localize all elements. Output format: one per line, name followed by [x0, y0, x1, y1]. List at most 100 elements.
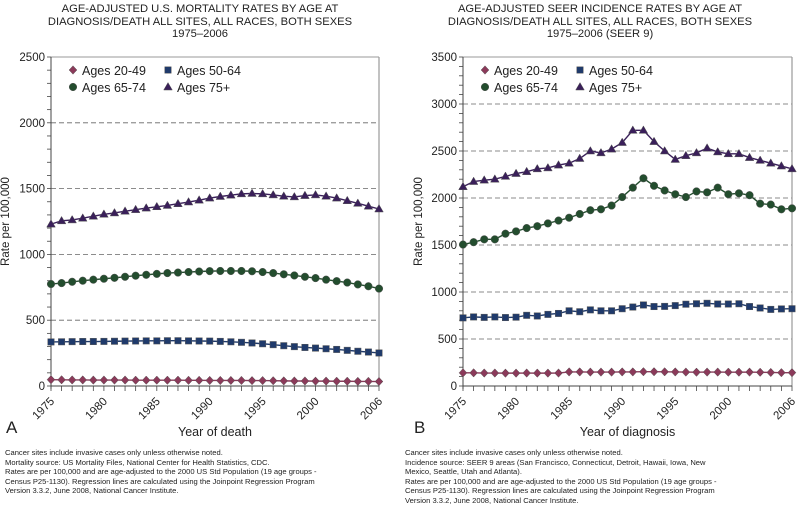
data-point: [490, 368, 500, 378]
y-tick-label: 500: [438, 334, 457, 346]
data-point: [596, 147, 606, 157]
x-tick-label: 1995: [655, 396, 682, 423]
data-point: [67, 215, 77, 224]
legend-marker: [480, 82, 490, 92]
data-point: [247, 376, 257, 386]
x-tick-label: 1975: [31, 396, 58, 423]
data-point: [300, 272, 309, 281]
data-point: [755, 155, 765, 164]
data-point: [152, 269, 161, 278]
data-point: [681, 150, 691, 159]
series-line: [462, 302, 793, 319]
data-point: [713, 183, 722, 192]
legend-label: Ages 50-64: [177, 64, 241, 78]
data-point: [723, 148, 734, 158]
data-point: [342, 195, 352, 204]
chart-title: AGE-ADJUSTED SEER INCIDENCE RATES BY AGE…: [400, 3, 799, 41]
legend-label: Ages 20-49: [82, 64, 146, 78]
legend-item: Ages 20-49: [480, 64, 558, 78]
data-point: [184, 267, 193, 277]
data-point: [532, 163, 543, 173]
data-point: [78, 375, 87, 385]
data-point: [68, 277, 77, 286]
data-point: [756, 199, 765, 208]
data-point: [500, 171, 511, 180]
legend-item: Ages 65-74: [480, 81, 558, 95]
data-point: [576, 308, 584, 316]
data-point: [89, 375, 98, 385]
data-point: [682, 300, 690, 308]
data-point: [639, 367, 648, 377]
data-point: [712, 147, 723, 156]
data-point: [331, 193, 342, 202]
data-point: [268, 190, 278, 199]
x-tick-label: 1980: [83, 396, 110, 423]
data-point: [215, 191, 226, 200]
data-point: [490, 235, 499, 244]
y-tick-label: 2000: [19, 118, 45, 130]
data-point: [755, 367, 765, 377]
data-point: [78, 213, 88, 222]
data-point: [564, 367, 574, 377]
gridlines: [463, 103, 792, 340]
legend-marker: [575, 82, 585, 91]
data-point: [521, 166, 532, 175]
data-point: [374, 376, 384, 387]
data-point: [57, 279, 66, 288]
data-point: [88, 211, 99, 220]
data-point: [703, 188, 712, 197]
data-point: [279, 270, 288, 279]
data-point: [693, 300, 700, 308]
y-tick-label: 0: [451, 381, 457, 393]
data-point: [617, 367, 627, 377]
data-point: [194, 375, 204, 385]
data-point: [607, 201, 616, 210]
data-point: [533, 312, 541, 320]
data-point: [216, 375, 225, 386]
x-axis-label: Year of diagnosis: [580, 425, 675, 439]
data-point: [607, 367, 616, 377]
data-point: [46, 279, 56, 289]
footnote: Mortality source: US Mortality Files, Na…: [5, 457, 270, 467]
data-point: [512, 227, 521, 236]
y-tick-label: 1000: [19, 249, 45, 261]
data-point: [628, 125, 638, 134]
data-point: [501, 229, 510, 238]
data-point: [353, 280, 362, 289]
data-point: [734, 367, 744, 377]
data-point: [511, 168, 521, 177]
data-point: [279, 376, 289, 386]
x-tick-label: 2000: [295, 396, 322, 423]
data-point: [671, 302, 679, 310]
data-point: [713, 367, 722, 377]
data-point: [586, 306, 594, 314]
y-ticks: 0 500 1000 1500 2000 2500: [19, 52, 51, 393]
legend-label: Ages 20-49: [494, 64, 558, 78]
title-line-1: AGE-ADJUSTED SEER INCIDENCE RATES BY AGE…: [457, 3, 743, 15]
data-point: [734, 148, 744, 158]
data-point: [670, 154, 680, 163]
data-point: [585, 146, 596, 155]
data-point: [141, 203, 151, 212]
footnote: Version 3.3.2, June 2008, National Cance…: [5, 486, 179, 496]
data-point: [99, 375, 109, 385]
series-ages-75-: [46, 188, 384, 228]
footnote: Cancer sites include invasive cases only…: [5, 448, 223, 457]
data-point: [787, 204, 797, 213]
panel-label: A: [6, 418, 18, 437]
data-point: [68, 338, 76, 346]
data-point: [364, 282, 373, 291]
data-point: [554, 216, 563, 225]
data-point: [522, 368, 531, 378]
data-point: [332, 277, 341, 286]
x-tick-label: 1990: [602, 396, 629, 423]
chart-title: AGE-ADJUSTED U.S. MORTALITY RATES BY AGE…: [0, 3, 400, 41]
data-point: [142, 337, 150, 345]
data-point: [311, 376, 320, 386]
x-ticks: 1975 1980 1985 1990 1995 2000 2006: [31, 386, 385, 423]
data-point: [363, 201, 374, 210]
data-point: [343, 346, 351, 354]
data-point: [132, 337, 140, 345]
data-point: [512, 313, 520, 321]
x-tick-label: 1990: [189, 396, 216, 423]
